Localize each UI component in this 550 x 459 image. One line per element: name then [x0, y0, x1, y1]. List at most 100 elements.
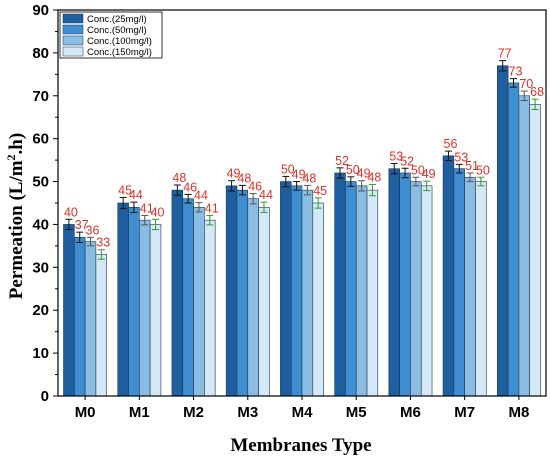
y-tick-label: 70 — [32, 88, 49, 105]
legend-swatch — [62, 24, 84, 35]
bar — [301, 189, 314, 397]
x-tick-label: M6 — [400, 404, 421, 421]
y-tick-label: 50 — [32, 174, 49, 191]
bar — [464, 176, 476, 397]
x-tick-label: M5 — [346, 404, 367, 421]
legend-swatch — [62, 13, 84, 24]
bar — [399, 172, 411, 397]
bar — [63, 224, 75, 397]
bar — [290, 185, 303, 397]
data-label: 50 — [281, 162, 295, 176]
bar — [95, 254, 108, 397]
data-label: 48 — [172, 171, 186, 185]
data-label: 52 — [335, 154, 349, 168]
x-tick-label: M7 — [454, 404, 475, 421]
data-label: 41 — [140, 201, 154, 215]
legend-label: Conc.(25mg/l) — [87, 14, 147, 25]
bar — [507, 82, 520, 397]
data-label: 40 — [64, 205, 78, 219]
data-label: 40 — [151, 205, 165, 219]
data-label: 53 — [454, 150, 468, 164]
data-label: 44 — [194, 189, 208, 203]
data-label: 52 — [400, 154, 414, 168]
x-axis-title: Membranes Type — [230, 435, 371, 456]
bar — [312, 202, 324, 397]
y-tick-label: 40 — [32, 216, 49, 233]
bar — [334, 172, 346, 397]
bar — [128, 206, 140, 397]
data-label: 77 — [498, 47, 512, 61]
data-label: 48 — [367, 171, 381, 185]
data-label: 49 — [422, 167, 436, 181]
x-tick-label: M3 — [237, 404, 258, 421]
data-label: 48 — [302, 171, 316, 185]
bar — [355, 185, 368, 397]
data-label: 50 — [346, 163, 360, 177]
legend-swatch — [62, 35, 84, 46]
data-label: 51 — [465, 159, 479, 173]
x-tick-label: M1 — [129, 404, 150, 421]
legend-label: Conc.(100mg/l) — [87, 36, 152, 47]
data-label: 50 — [411, 163, 425, 177]
error-bars-layer — [65, 60, 539, 260]
bar — [280, 181, 292, 397]
bar — [182, 198, 194, 397]
x-tick-label: M2 — [183, 404, 204, 421]
bar — [345, 181, 357, 397]
y-axis-title: Permeation (L/m2.h) — [4, 133, 27, 299]
data-label: 46 — [183, 180, 197, 194]
data-label: 68 — [530, 85, 544, 99]
legend-label: Conc.(150mg/l) — [87, 47, 152, 58]
y-tick-label: 0 — [41, 388, 49, 405]
bar — [388, 168, 400, 397]
data-label: 45 — [118, 183, 132, 197]
data-label: 70 — [519, 77, 533, 91]
bar — [475, 181, 487, 397]
bar — [204, 219, 216, 397]
bar — [410, 181, 422, 397]
data-label: 73 — [509, 65, 523, 79]
data-label: 53 — [389, 150, 403, 164]
bar — [139, 219, 151, 397]
y-tick-label: 30 — [32, 259, 49, 276]
bar — [74, 237, 86, 397]
data-label: 44 — [259, 188, 273, 202]
bar — [236, 189, 249, 397]
bar — [247, 198, 259, 397]
bars-layer — [63, 65, 541, 397]
data-label: 49 — [292, 168, 306, 182]
bar — [258, 206, 270, 397]
bar — [84, 241, 97, 397]
data-label: 56 — [444, 137, 458, 151]
data-label: 48 — [237, 171, 251, 185]
data-label: 49 — [227, 167, 241, 181]
bar — [149, 224, 162, 397]
bar — [366, 189, 379, 397]
bar — [529, 104, 541, 397]
legend-swatch — [62, 46, 84, 57]
data-label: 44 — [129, 188, 143, 202]
data-label: 41 — [205, 201, 219, 215]
x-tick-label: M0 — [75, 404, 96, 421]
y-tick-label: 10 — [32, 345, 49, 362]
bar — [453, 168, 465, 397]
bar — [420, 185, 433, 397]
data-label: 46 — [248, 180, 262, 194]
bar — [193, 206, 205, 397]
bar — [496, 65, 509, 397]
data-labels-layer: 4037363345444140484644414948464450494845… — [64, 47, 544, 250]
bar — [225, 185, 238, 397]
legend-label: Conc.(50mg/l) — [87, 25, 147, 36]
y-tick-label: 60 — [32, 131, 49, 148]
x-tick-label: M8 — [508, 404, 529, 421]
y-tick-label: 80 — [32, 45, 49, 62]
data-label: 49 — [357, 167, 371, 181]
data-label: 45 — [313, 184, 327, 198]
axes-layer: M0 M1 M2 M3 M4 M5 M6 M7 M8 0 10 20 30 40 50 60 70 80 90 — [32, 2, 547, 421]
data-label: 36 — [86, 223, 100, 237]
data-label: 50 — [476, 163, 490, 177]
data-label: 37 — [75, 218, 89, 232]
y-tick-label: 90 — [32, 2, 49, 19]
bar — [442, 155, 455, 397]
